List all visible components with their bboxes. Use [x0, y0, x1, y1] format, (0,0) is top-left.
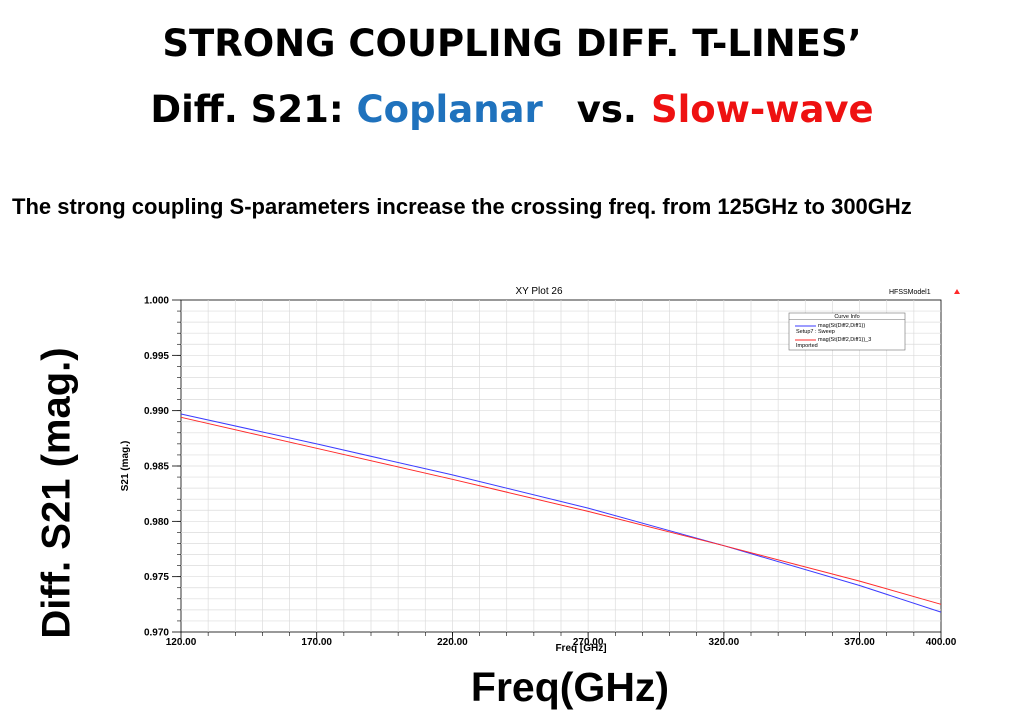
y-tick-label: 0.995 [144, 351, 169, 362]
x-tick-label: 270.00 [573, 637, 604, 648]
y-tick-label: 1.000 [144, 296, 169, 307]
y-tick-label: 0.970 [144, 628, 169, 639]
plot-legend[interactable]: Curve Info mag(St(Diff2,Diff1)) Setup7 :… [788, 312, 906, 351]
slide-subtitle: Diff. S21: Coplanar vs. Slow-wave [0, 88, 1024, 131]
plot-series [180, 413, 942, 613]
subtitle-coplanar: Coplanar [356, 88, 543, 131]
x-tick-label: 400.00 [926, 637, 957, 648]
model-marker-icon[interactable] [954, 289, 960, 294]
x-tick-label: 120.00 [166, 637, 197, 648]
plot-x-axis-label: Freq [GHz] [555, 643, 606, 654]
model-label: HFSSModel1 [889, 289, 931, 296]
subtitle-slow-wave: Slow-wave [650, 88, 874, 131]
series-line-1 [180, 413, 942, 613]
slide-title: STRONG COUPLING DIFF. T-LINES’ [162, 22, 862, 65]
y-tick-label: 0.990 [144, 406, 169, 417]
y-tick-label: 0.975 [144, 572, 169, 583]
series-line-2 [180, 416, 942, 605]
subtitle-prefix: Diff. S21: [150, 88, 357, 131]
x-tick-label: 220.00 [437, 637, 468, 648]
chart-title: XY Plot 26 [515, 286, 563, 297]
y-tick-label: 0.985 [144, 462, 169, 473]
x-tick-label: 370.00 [844, 637, 875, 648]
slide-description: The strong coupling S-parameters increas… [12, 194, 912, 219]
legend-entry-1-line1: mag(St(Diff2,Diff1)) [818, 323, 865, 329]
legend-entry-2-line1: mag(St(Diff2,Diff1))_3 [818, 337, 871, 343]
plot-grid [181, 300, 941, 632]
y-tick-label: 0.980 [144, 517, 169, 528]
legend-entry-1-line2: Setup7 : Sweep [796, 329, 835, 335]
plot-ticks: 0.970 0.975 0.980 0.985 0.990 0.995 1.000 120.0… [144, 296, 957, 649]
subtitle-vs: vs. [576, 88, 637, 131]
slide-x-axis-label: Freq(GHz) [470, 664, 670, 710]
plot-y-axis-label: S21 (mag.) [120, 441, 131, 492]
legend-title: Curve Info [834, 314, 859, 320]
x-tick-label: 320.00 [709, 637, 740, 648]
x-tick-label: 170.00 [301, 637, 332, 648]
legend-entry-2-line2: Imported [796, 343, 818, 349]
